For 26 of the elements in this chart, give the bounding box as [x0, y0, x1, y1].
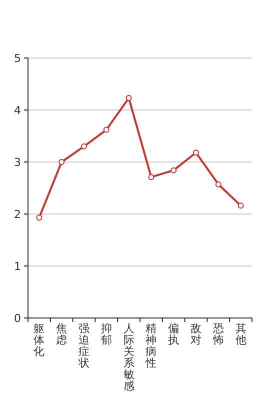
x-tick-label: 抑郁 [100, 322, 112, 346]
point [193, 150, 199, 156]
x-tick-label: 精神病性 [144, 322, 157, 370]
x-tick-label: 人际关系敏感 [123, 322, 134, 392]
x-tick-label: 敌对 [190, 322, 202, 346]
y-tick-label: 3 [14, 156, 21, 169]
y-tick-label: 4 [14, 104, 21, 117]
x-tick-label: 其他 [235, 322, 246, 346]
point [58, 159, 65, 165]
point [103, 126, 110, 133]
x-tick-label: 恐怖 [212, 322, 224, 346]
point [215, 181, 222, 188]
point [148, 174, 154, 180]
y-tick-label: 0 [14, 312, 21, 325]
point [126, 95, 132, 102]
y-tick-label: 1 [14, 260, 21, 273]
y-tick-label: 2 [14, 208, 21, 221]
point [81, 143, 87, 150]
x-tick-label: 强迫症状 [78, 322, 90, 370]
x-tick-label: 偏执 [168, 322, 180, 346]
point [170, 167, 177, 174]
point [238, 202, 244, 209]
x-tick-label: 焦虑 [56, 322, 68, 346]
x-tick-label: 躯体化 [34, 322, 45, 358]
y-tick-label: 5 [14, 52, 21, 65]
point [36, 214, 42, 221]
